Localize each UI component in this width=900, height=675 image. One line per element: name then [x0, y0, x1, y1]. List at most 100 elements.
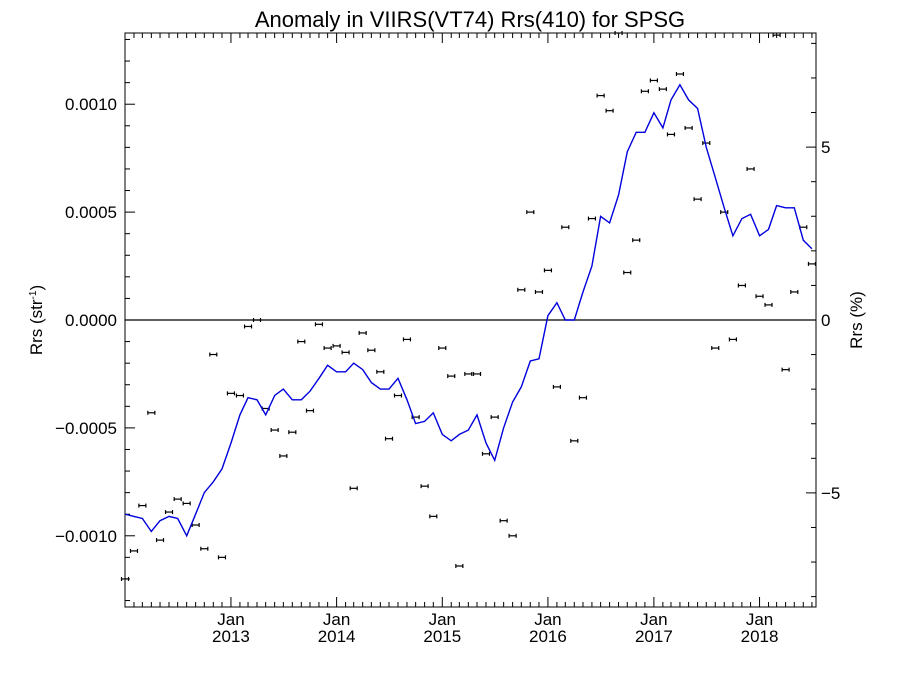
data-point: [235, 393, 245, 398]
data-point: [455, 564, 464, 568]
data-point: [605, 108, 614, 113]
data-point: [447, 374, 456, 379]
data-point: [288, 430, 297, 435]
data-point: [384, 436, 394, 441]
data-point: [481, 451, 491, 456]
data-point: [711, 346, 720, 351]
data-point: [666, 132, 676, 137]
anomaly-line-series: [124, 83, 813, 538]
data-point: [675, 72, 685, 76]
data-point: [120, 576, 130, 581]
data-point: [314, 322, 324, 327]
data-point: [526, 210, 535, 215]
y-tick-label: 0.0010: [65, 95, 117, 114]
errorbar-points: [120, 31, 817, 581]
y2-tick-label: 5: [821, 138, 830, 157]
y2-axis-ticks: 5 0 −5: [806, 42, 840, 598]
data-point: [138, 503, 147, 508]
data-point: [332, 343, 341, 348]
y-axis-label-close: ): [27, 285, 46, 291]
y-axis-ticks: 0.0010 0.0005 0.0000 −0.0005 −0.0010: [55, 38, 135, 602]
y-tick-label: −0.0005: [55, 419, 117, 438]
data-point: [799, 225, 808, 230]
data-point: [129, 548, 139, 553]
y-axis-label-superscript: -1: [28, 290, 39, 299]
data-point: [517, 287, 526, 292]
data-point: [393, 393, 403, 398]
y-tick-label: −0.0010: [55, 527, 117, 546]
x-axis-ticks: Jan2013Jan2014Jan2015Jan2016Jan2017Jan20…: [124, 33, 813, 646]
data-point: [367, 348, 376, 353]
data-point: [772, 33, 781, 38]
y-tick-label: 0.0005: [65, 203, 117, 222]
data-point: [305, 408, 315, 413]
data-point: [147, 410, 156, 415]
data-point: [358, 330, 367, 335]
data-point: [402, 337, 412, 342]
data-point: [464, 371, 473, 376]
data-point: [173, 497, 182, 502]
x-tick-label-year: 2015: [423, 627, 461, 646]
data-point: [226, 391, 236, 396]
data-point: [552, 384, 562, 389]
data-point: [376, 369, 385, 374]
data-point: [323, 346, 332, 351]
x-tick-label-year: 2016: [529, 627, 567, 646]
data-point: [490, 415, 499, 420]
data-point: [270, 428, 279, 433]
data-point: [508, 533, 517, 538]
x-tick-label-month: Jan: [534, 610, 561, 629]
data-point: [693, 197, 702, 202]
data-point: [472, 371, 482, 376]
y-tick-label: 0.0000: [65, 311, 117, 330]
data-point: [534, 289, 544, 294]
data-point: [200, 546, 209, 551]
data-point: [737, 283, 746, 288]
y-axis-label: Rrs (str-1): [27, 285, 46, 355]
data-point: [720, 210, 729, 215]
data-point: [658, 87, 667, 92]
data-point: [684, 125, 693, 130]
data-point: [640, 89, 650, 94]
data-point: [746, 166, 755, 171]
data-point: [438, 346, 447, 351]
x-tick-label-year: 2017: [635, 627, 673, 646]
chart-title: Anomaly in VIIRS(VT74) Rrs(410) for SPSG: [255, 7, 685, 32]
data-point: [570, 438, 579, 443]
data-point: [209, 352, 218, 357]
data-point: [623, 270, 632, 275]
data-point: [243, 324, 253, 329]
data-point: [764, 302, 773, 307]
data-point: [632, 238, 641, 243]
x-tick-label-month: Jan: [429, 610, 456, 629]
data-point: [217, 555, 227, 560]
x-tick-label-month: Jan: [746, 610, 773, 629]
y2-axis-label: Rrs (%): [847, 291, 866, 349]
data-point: [297, 339, 306, 344]
plot-area: Jan2013Jan2014Jan2015Jan2016Jan2017Jan20…: [55, 31, 840, 646]
x-tick-label-month: Jan: [640, 610, 667, 629]
data-point: [182, 501, 191, 506]
data-point: [587, 216, 597, 221]
data-point: [341, 350, 350, 355]
x-tick-label-month: Jan: [217, 610, 244, 629]
data-point: [702, 141, 711, 146]
data-point: [596, 93, 605, 98]
data-point: [191, 523, 200, 527]
data-point: [790, 289, 799, 294]
x-tick-label-year: 2014: [318, 627, 356, 646]
data-point: [349, 486, 358, 491]
x-tick-label-month: Jan: [323, 610, 350, 629]
data-point: [755, 294, 764, 299]
data-point: [728, 337, 738, 342]
data-point: [781, 367, 790, 372]
x-tick-label-year: 2018: [741, 627, 779, 646]
y2-tick-label: 0: [821, 311, 830, 330]
x-tick-label-year: 2013: [212, 627, 250, 646]
data-point: [614, 31, 623, 35]
data-point: [420, 484, 429, 489]
data-point: [429, 514, 438, 519]
data-point: [279, 453, 288, 458]
data-point: [164, 510, 174, 515]
data-point: [807, 261, 817, 266]
